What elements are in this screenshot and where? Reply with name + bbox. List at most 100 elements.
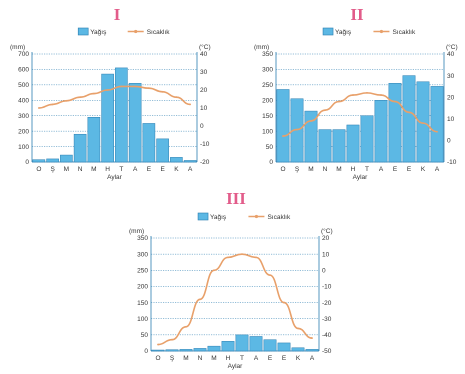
x-tick-label: N (198, 355, 203, 362)
x-tick-label: M (336, 166, 341, 173)
right-tick-label: 20 (447, 94, 455, 101)
left-tick-label: 200 (262, 97, 273, 104)
bar-h-5 (101, 73, 114, 163)
temperature-point (120, 85, 123, 88)
left-tick-label: 100 (18, 144, 29, 151)
x-tick-label: A (254, 355, 259, 362)
temperature-point (227, 256, 229, 259)
chart-title: II (350, 5, 364, 24)
bar-a-11 (183, 160, 197, 163)
right-tick-label: 0 (200, 123, 204, 130)
right-tick-label: 20 (200, 87, 208, 94)
right-tick-label: -20 (200, 159, 210, 166)
temperature-point (185, 325, 187, 328)
right-tick-label: -40 (322, 332, 332, 339)
temperature-point (408, 111, 410, 114)
bar-o-0 (151, 349, 165, 352)
bar-m-4 (87, 117, 101, 163)
x-tick-label: H (351, 166, 356, 173)
left-tick-label: 400 (18, 97, 29, 104)
right-tick-label: 10 (447, 116, 455, 123)
right-tick-label: -20 (322, 300, 332, 307)
bar-t-6 (115, 67, 128, 163)
x-tick-label: E (393, 166, 398, 173)
x-axis-label: Aylar (228, 363, 244, 370)
temperature-point (269, 274, 271, 277)
x-tick-label: E (268, 355, 273, 362)
bar-ş-1 (46, 158, 59, 163)
right-tick-label: 40 (200, 51, 208, 58)
x-tick-label: M (211, 355, 216, 362)
x-tick-label: M (183, 355, 188, 362)
right-axis-unit: (°C) (321, 227, 333, 235)
x-tick-label: N (323, 166, 328, 173)
bar-e-9 (156, 138, 169, 163)
temperature-point (283, 301, 285, 304)
right-tick-label: -10 (322, 284, 332, 291)
x-axis-label: Aylar (107, 174, 123, 181)
temperature-point (175, 96, 178, 99)
temperature-point (51, 103, 54, 106)
x-tick-label: H (105, 166, 110, 173)
temperature-point (171, 338, 173, 341)
temperature-point (189, 103, 192, 106)
bar-t-6 (235, 334, 249, 352)
temperature-point (106, 89, 109, 91)
legend-bar-swatch (77, 27, 89, 36)
legend-bar-swatch (197, 212, 209, 221)
legend-bar-swatch (322, 27, 334, 36)
bar-m-4 (332, 129, 346, 163)
x-tick-label: M (64, 166, 69, 173)
x-tick-label: O (280, 166, 285, 173)
legend-line-marker (379, 29, 384, 34)
left-tick-label: 200 (18, 128, 29, 135)
temperature-point (282, 135, 284, 137)
right-axis-unit: (°C) (199, 43, 211, 51)
x-tick-label: K (421, 166, 426, 173)
bar-m-2 (304, 110, 318, 163)
left-tick-label: 100 (137, 316, 148, 323)
x-tick-label: T (365, 166, 369, 173)
temperature-point (161, 90, 164, 93)
right-axis-unit: (°C) (446, 43, 458, 51)
x-tick-label: A (310, 355, 315, 362)
temperature-point (92, 92, 95, 95)
temperature-point (79, 96, 82, 99)
x-tick-label: E (282, 355, 287, 362)
bar-e-8 (388, 83, 402, 163)
x-tick-label: H (226, 355, 231, 362)
temperature-point (134, 85, 137, 88)
temperature-point (147, 87, 150, 90)
bar-k-10 (291, 347, 305, 352)
temperature-line (157, 253, 313, 346)
bar-a-11 (305, 349, 319, 352)
bar-o-0 (276, 89, 290, 163)
left-tick-label: 50 (266, 144, 274, 151)
left-tick-label: 600 (18, 67, 29, 74)
bar-n-3 (318, 129, 332, 163)
right-tick-label: 20 (322, 235, 330, 242)
right-tick-label: 30 (200, 69, 208, 76)
x-tick-label: Ş (170, 355, 175, 362)
temperature-point (324, 109, 326, 112)
left-axis-unit: (mm) (10, 44, 25, 51)
x-tick-label: E (147, 166, 152, 173)
temperature-point (436, 130, 438, 133)
x-axis-label: Aylar (353, 174, 369, 181)
temperature-point (255, 256, 257, 259)
x-tick-label: A (188, 166, 193, 173)
legend-line-marker (134, 29, 138, 34)
x-tick-label: A (133, 166, 138, 173)
right-tick-label: -50 (322, 348, 332, 355)
temperature-point (380, 94, 382, 96)
x-tick-label: T (240, 355, 244, 362)
left-tick-label: 100 (262, 128, 273, 135)
x-tick-label: E (407, 166, 412, 173)
left-tick-label: 150 (262, 113, 273, 120)
temperature-point (310, 120, 312, 122)
bar-k-10 (416, 81, 430, 163)
temperature-line (282, 92, 438, 137)
temperature-point (157, 343, 159, 346)
